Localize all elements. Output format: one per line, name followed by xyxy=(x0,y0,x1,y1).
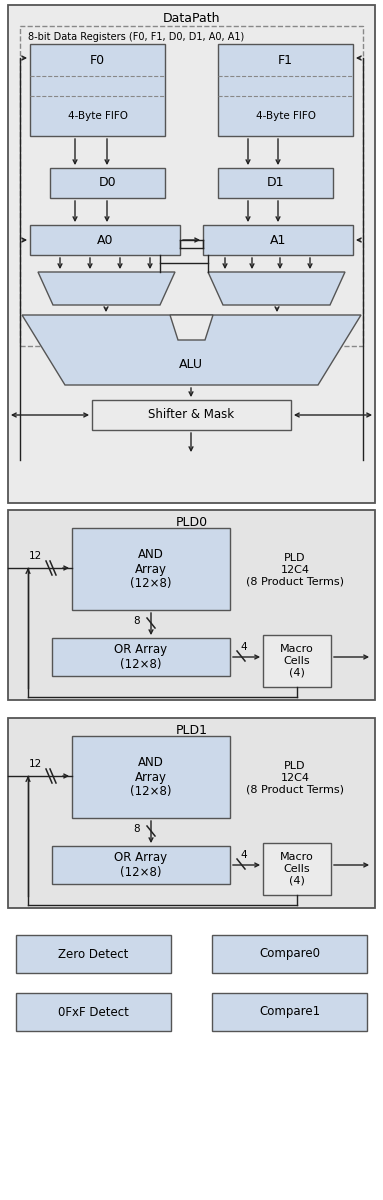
Text: 4-Byte FIFO: 4-Byte FIFO xyxy=(255,110,316,121)
Text: F0: F0 xyxy=(90,54,105,67)
Text: D0: D0 xyxy=(99,176,116,190)
Bar xyxy=(263,635,331,686)
Text: 8: 8 xyxy=(134,616,140,626)
Text: PLD
12C4
(8 Product Terms): PLD 12C4 (8 Product Terms) xyxy=(246,761,344,794)
Text: A1: A1 xyxy=(270,234,286,246)
Text: 4-Byte FIFO: 4-Byte FIFO xyxy=(67,110,128,121)
Text: ALU: ALU xyxy=(179,359,203,372)
Bar xyxy=(72,528,230,610)
Text: Zero Detect: Zero Detect xyxy=(58,948,129,960)
Text: 4: 4 xyxy=(241,642,247,652)
Polygon shape xyxy=(170,314,213,340)
Bar xyxy=(212,994,367,1031)
Text: 8-bit Data Registers (F0, F1, D0, D1, A0, A1): 8-bit Data Registers (F0, F1, D0, D1, A0… xyxy=(28,32,244,42)
Bar xyxy=(263,842,331,895)
Text: OR Array
(12×8): OR Array (12×8) xyxy=(115,643,168,671)
Text: 8: 8 xyxy=(134,824,140,834)
Polygon shape xyxy=(208,272,345,305)
Bar xyxy=(30,44,165,136)
Text: Macro
Cells
(4): Macro Cells (4) xyxy=(280,644,314,678)
Bar xyxy=(203,226,353,254)
Text: A0: A0 xyxy=(97,234,113,246)
Bar xyxy=(50,168,165,198)
Bar xyxy=(8,5,375,503)
Text: 4: 4 xyxy=(241,850,247,860)
Text: 0FxF Detect: 0FxF Detect xyxy=(58,1006,129,1019)
Bar xyxy=(52,638,230,676)
Bar xyxy=(16,935,171,973)
Text: F1: F1 xyxy=(278,54,293,67)
Text: AND
Array
(12×8): AND Array (12×8) xyxy=(130,756,172,798)
Bar xyxy=(16,994,171,1031)
Bar xyxy=(30,226,180,254)
Text: PLD0: PLD0 xyxy=(175,516,208,529)
Text: D1: D1 xyxy=(267,176,284,190)
Text: 12: 12 xyxy=(28,758,42,769)
Text: OR Array
(12×8): OR Array (12×8) xyxy=(115,851,168,878)
Text: DataPath: DataPath xyxy=(163,12,220,24)
Text: 12: 12 xyxy=(28,551,42,560)
Text: Macro
Cells
(4): Macro Cells (4) xyxy=(280,852,314,886)
Bar xyxy=(72,736,230,818)
Text: PLD
12C4
(8 Product Terms): PLD 12C4 (8 Product Terms) xyxy=(246,553,344,587)
Polygon shape xyxy=(38,272,175,305)
Polygon shape xyxy=(22,314,361,385)
Bar xyxy=(52,846,230,884)
Text: AND
Array
(12×8): AND Array (12×8) xyxy=(130,547,172,590)
Bar xyxy=(20,26,363,346)
Text: Compare0: Compare0 xyxy=(259,948,320,960)
Text: PLD1: PLD1 xyxy=(175,725,208,738)
Bar xyxy=(8,510,375,700)
Bar xyxy=(218,44,353,136)
Text: Shifter & Mask: Shifter & Mask xyxy=(149,408,234,421)
Text: Compare1: Compare1 xyxy=(259,1006,320,1019)
Bar xyxy=(92,400,291,430)
Bar xyxy=(8,718,375,908)
Bar xyxy=(218,168,333,198)
Bar xyxy=(212,935,367,973)
